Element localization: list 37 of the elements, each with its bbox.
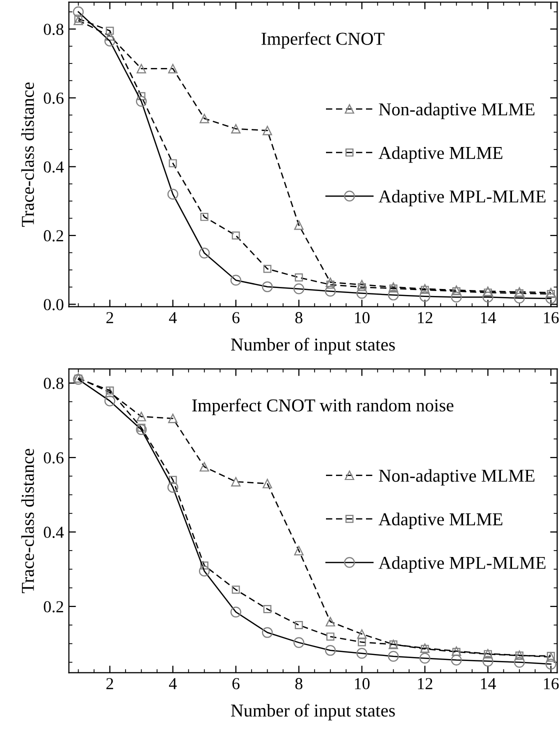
x-tick-label: 14 xyxy=(481,678,496,690)
y-tick-label: 0.4 xyxy=(44,161,64,173)
x-tick-label: 14 xyxy=(481,312,496,324)
x-tick-label: 2 xyxy=(106,312,114,324)
legend-label: Non-adaptive MLME xyxy=(378,102,534,120)
y-tick-label: 0.4 xyxy=(44,526,64,538)
x-tick-label: 10 xyxy=(355,678,370,690)
x-tick-label: 6 xyxy=(232,312,240,324)
y-tick-label: 0.8 xyxy=(44,24,64,36)
y-axis-title: Trace-class distance xyxy=(21,82,34,227)
y-tick-label: 0.0 xyxy=(44,299,64,310)
y-tick-label: 0.6 xyxy=(44,92,64,104)
x-tick-label: 4 xyxy=(169,678,177,690)
legend-label: Adaptive MPL-MLME xyxy=(378,556,546,573)
legend-label: Adaptive MLME xyxy=(378,146,502,163)
legend-label: Adaptive MLME xyxy=(378,512,502,530)
legend-label: Non-adaptive MLME xyxy=(378,469,534,486)
x-tick-label: 4 xyxy=(169,312,177,324)
x-tick-label: 16 xyxy=(544,312,559,324)
text: Imperfect CNOT xyxy=(262,32,384,49)
x-tick-label: 6 xyxy=(232,678,240,690)
text: Imperfect CNOT with random noise xyxy=(192,398,454,416)
y-tick-label: 0.8 xyxy=(44,378,64,390)
x-tick-label: 10 xyxy=(355,312,370,324)
y-tick-label: 0.2 xyxy=(44,601,64,612)
y-tick-label: 0.6 xyxy=(44,452,64,464)
x-axis-title: Number of input states xyxy=(231,338,395,354)
legend-label: Adaptive MPL-MLME xyxy=(378,190,546,206)
x-tick-label: 12 xyxy=(418,678,432,690)
x-tick-label: 8 xyxy=(295,312,302,324)
x-tick-label: 12 xyxy=(418,312,432,324)
y-axis-title: Trace-class distance xyxy=(21,448,34,594)
x-tick-label: 8 xyxy=(295,678,302,690)
x-axis-title: Number of input states xyxy=(231,704,395,720)
y-tick-label: 0.2 xyxy=(44,230,64,242)
x-tick-label: 2 xyxy=(106,678,114,690)
x-tick-label: 16 xyxy=(544,678,559,690)
